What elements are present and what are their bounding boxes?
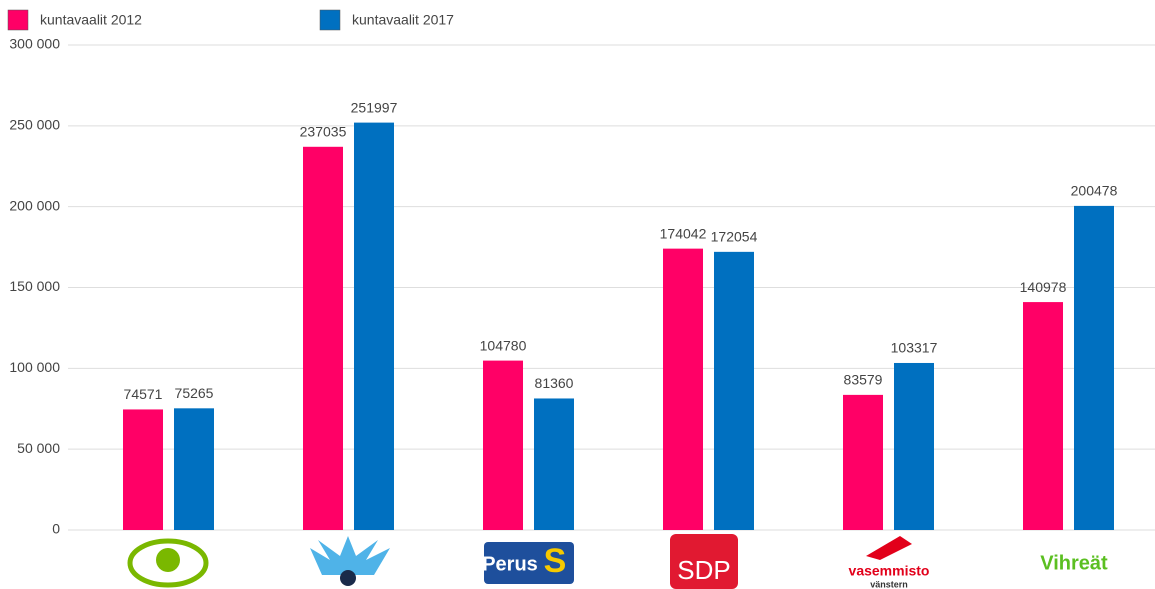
bar	[714, 251, 754, 530]
bar	[1074, 205, 1114, 530]
logo-kokoomus-center	[340, 570, 356, 586]
data-label: 81360	[535, 375, 574, 391]
bar	[894, 362, 934, 530]
data-label: 251997	[351, 99, 398, 115]
y-tick-label: 100 000	[9, 359, 60, 375]
y-tick-label: 0	[52, 521, 60, 537]
data-label: 174042	[660, 225, 707, 241]
bar	[1023, 302, 1063, 530]
bar	[534, 398, 574, 530]
party-logos	[127, 534, 912, 589]
logo-keskusta-clover	[156, 548, 180, 572]
legend-label: kuntavaalit 2012	[40, 12, 142, 28]
bar	[483, 360, 523, 530]
category-label: Perus	[482, 553, 538, 575]
bar	[174, 408, 214, 530]
logo-sdp	[670, 534, 738, 589]
legend-swatch	[7, 9, 29, 31]
y-tick-label: 150 000	[9, 278, 60, 294]
category-label: vasemmisto	[849, 563, 930, 579]
data-label: 172054	[711, 229, 758, 245]
category-sublabel: S	[544, 542, 567, 580]
data-label: 104780	[480, 337, 527, 353]
bar	[303, 146, 343, 531]
data-label: 200478	[1071, 183, 1118, 199]
data-label: 140978	[1020, 279, 1067, 295]
logo-kokoomus	[310, 536, 390, 575]
bar	[123, 409, 163, 530]
y-tick-label: 300 000	[9, 36, 60, 52]
logo-vas-mark	[866, 536, 912, 560]
category-label: SDP	[677, 555, 730, 585]
data-label: 103317	[891, 340, 938, 356]
bar	[843, 394, 883, 530]
data-label: 74571	[124, 386, 163, 402]
data-label: 237035	[300, 123, 347, 139]
legend-label: kuntavaalit 2017	[352, 12, 454, 28]
bar	[354, 122, 394, 530]
category-label: Vihreät	[1040, 552, 1108, 574]
category-sublabel: vänstern	[870, 579, 908, 589]
data-label: 83579	[844, 372, 883, 388]
logo-keskusta	[127, 538, 209, 588]
data-label: 75265	[175, 385, 214, 401]
y-tick-label: 250 000	[9, 117, 60, 133]
legend-swatch	[319, 9, 341, 31]
y-tick-label: 200 000	[9, 197, 60, 213]
bar	[663, 248, 703, 531]
logo-perus	[484, 542, 574, 584]
y-tick-label: 50 000	[17, 440, 60, 456]
